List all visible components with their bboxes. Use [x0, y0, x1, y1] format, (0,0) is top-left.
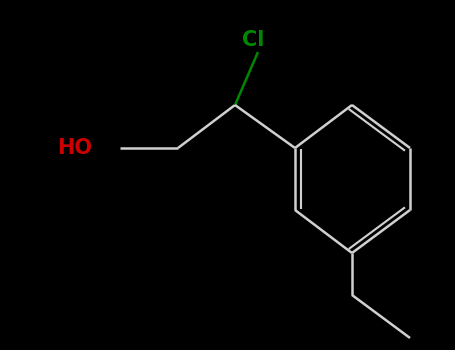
Text: HO: HO	[57, 138, 92, 158]
Text: Cl: Cl	[242, 30, 264, 50]
